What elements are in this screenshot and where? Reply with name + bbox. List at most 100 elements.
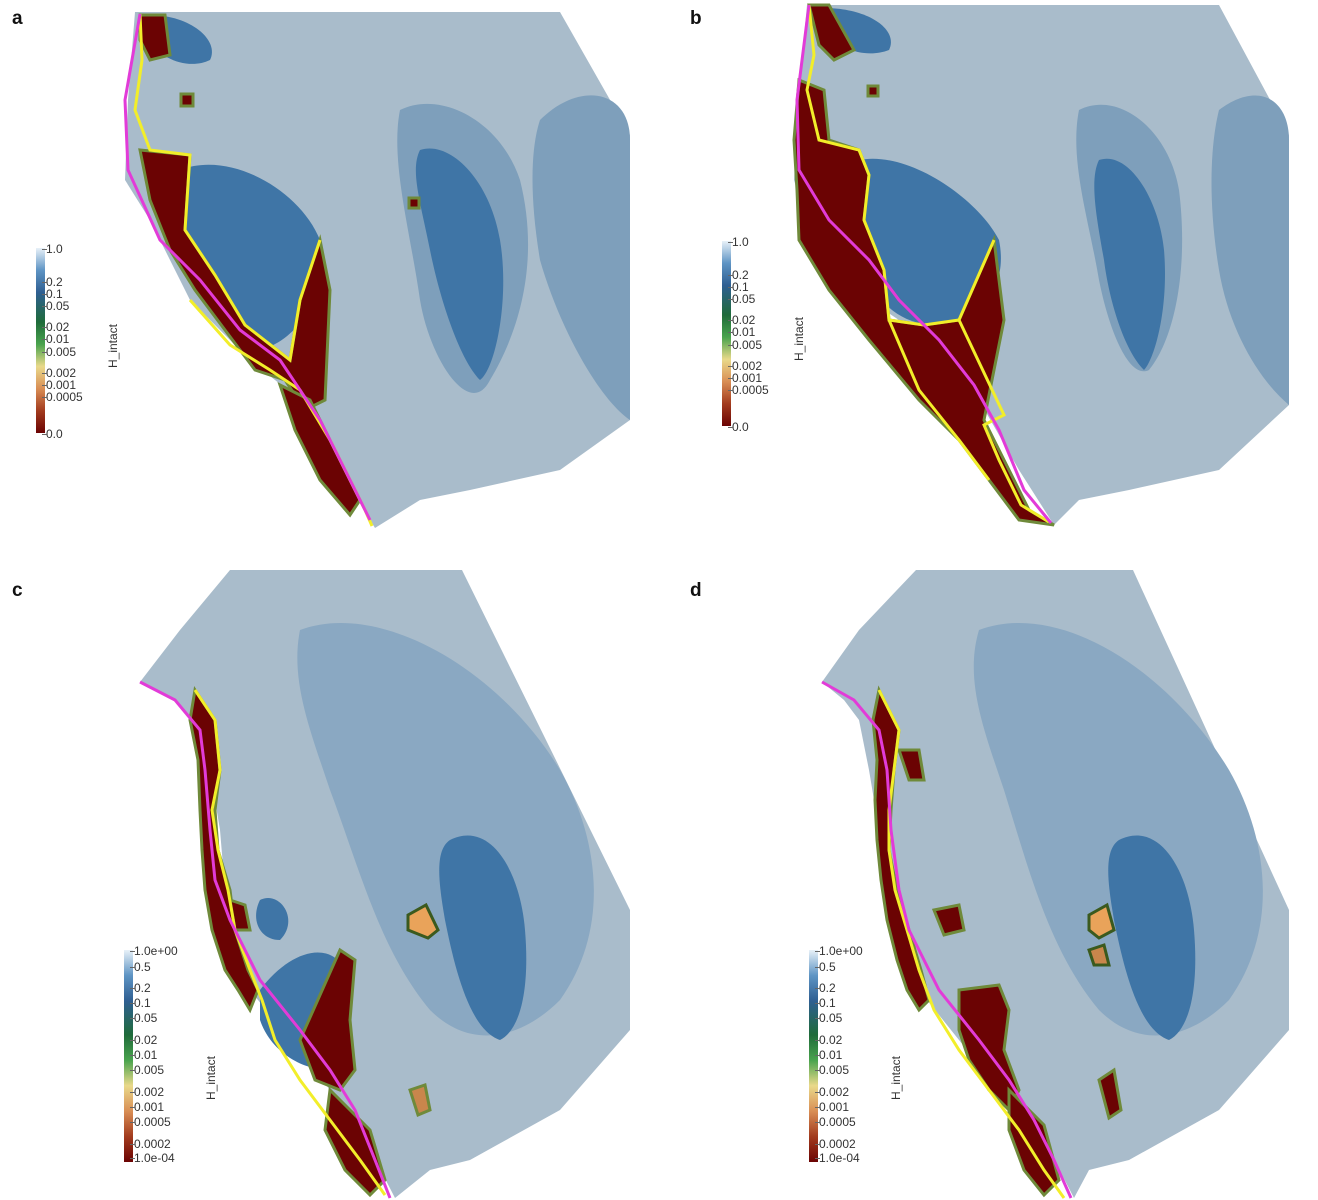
colorbar-tick: 0.001	[129, 1100, 165, 1114]
colorbar-tick: 0.01	[814, 1048, 843, 1062]
colorbar-tick: 1.0	[42, 242, 63, 256]
colorbar-tick: 0.0	[728, 420, 749, 434]
dark-blue-zone	[1094, 158, 1165, 370]
map-plot	[821, 570, 1289, 1199]
colorbar-tick: 0.5	[130, 960, 151, 974]
colorbar-tick: 0.02	[129, 1033, 158, 1047]
intact-region	[807, 3, 857, 62]
dark-blue-zone	[256, 898, 289, 940]
mid-blue-zone	[532, 95, 630, 420]
mid-blue-zone	[1211, 95, 1289, 406]
dark-blue-zone	[853, 158, 1001, 325]
colorbar-title: H_intact	[106, 323, 120, 368]
map-plot	[792, 3, 1289, 527]
colorbar-tick: 0.0005	[130, 1115, 171, 1129]
colorbar-tick: 0.001	[814, 1100, 850, 1114]
panel-label: a	[12, 8, 23, 29]
colorbar-tick: 1.0e+00	[815, 944, 863, 958]
intact-region	[1097, 1067, 1123, 1121]
colorbar-tick: 0.002	[41, 366, 77, 380]
colorbar-tick: 0.005	[41, 345, 77, 359]
colorbar-tick: 0.2	[42, 275, 63, 289]
intact-region	[931, 903, 966, 937]
colorbar-tick: 0.002	[129, 1085, 165, 1099]
colorbar-tick: 0.2	[815, 981, 836, 995]
colorbar-tick: 0.0002	[815, 1137, 856, 1151]
domain-region	[794, 5, 1289, 525]
colorbar-tick: 0.0	[42, 427, 63, 441]
panel-label: d	[690, 580, 702, 601]
intact-region	[1087, 943, 1111, 967]
colorbar-tick: 1.0e-04	[130, 1151, 175, 1165]
dark-blue-zone	[415, 148, 504, 380]
colorbar-tick: 0.5	[815, 960, 836, 974]
intact-spot	[866, 84, 880, 98]
intact-region	[277, 382, 362, 518]
colorbar-tick: 0.005	[129, 1063, 165, 1077]
dark-blue-zone	[1108, 835, 1196, 1040]
intact-region	[1087, 902, 1116, 940]
colorbar-tick: 0.002	[814, 1085, 850, 1099]
colorbar-tick: 0.2	[728, 268, 749, 282]
intact-region	[408, 1083, 432, 1118]
magenta-boundary	[139, 680, 392, 1199]
colorbar-tick: 0.005	[727, 338, 763, 352]
map-plot	[123, 12, 630, 528]
colorbar-tick: 0.2	[130, 981, 151, 995]
colorbar-title: H_intact	[792, 316, 806, 361]
colorbar-tick: 0.002	[727, 359, 763, 373]
panel-b: b 1.0 0.2 0.1 0.05 0.02 0.01 0.005 0.002…	[659, 0, 1318, 590]
colorbar-tick: 0.005	[814, 1063, 850, 1077]
intact-spot	[407, 196, 421, 210]
colorbar-tick: 0.0005	[728, 383, 769, 397]
colorbar-ramp	[809, 950, 818, 1162]
panel-d: d 1.0e+00 0.5 0.2 0.1 0.05 0.02 0.01 0.0…	[659, 570, 1318, 1200]
colorbar-tick: 0.001	[41, 378, 77, 392]
colorbar-ramp	[36, 248, 45, 433]
colorbar-tick: 0.01	[727, 325, 756, 339]
colorbar-ramp	[124, 950, 133, 1162]
map-plot	[139, 570, 630, 1199]
panel-label: b	[690, 8, 702, 29]
colorbar-tick: 0.0002	[130, 1137, 171, 1151]
colorbar-tick: 0.0005	[815, 1115, 856, 1129]
intact-region	[298, 947, 357, 1092]
intact-spot	[179, 92, 195, 108]
colorbar-tick: 0.1	[130, 996, 151, 1010]
colorbar-tick: 0.001	[727, 371, 763, 385]
colorbar-tick: 1.0e-04	[815, 1151, 860, 1165]
colorbar-tick: 0.01	[41, 332, 70, 346]
panel-label: c	[12, 580, 23, 601]
intact-region	[406, 902, 440, 940]
colorbar-tick: 0.05	[727, 292, 756, 306]
colorbar-tick: 1.0	[728, 235, 749, 249]
colorbar-tick: 1.0e+00	[130, 944, 178, 958]
colorbar: 1.0 0.2 0.1 0.05 0.02 0.01 0.005 0.002 0…	[36, 243, 136, 441]
intact-region	[1007, 1086, 1061, 1198]
colorbar-tick: 0.02	[727, 313, 756, 327]
intact-region	[896, 748, 926, 782]
colorbar-tick: 0.05	[814, 1011, 843, 1025]
dark-blue-zone	[439, 835, 527, 1040]
intact-region	[323, 1086, 387, 1198]
panel-c: c 1.0e+00 0.5 0.2 0.1 0.05 0.02 0.01 0.0…	[0, 570, 659, 1200]
colorbar-ramp	[722, 241, 731, 426]
colorbar: 1.0 0.2 0.1 0.05 0.02 0.01 0.005 0.002 0…	[722, 236, 822, 434]
colorbar-title: H_intact	[889, 1055, 903, 1100]
yellow-boundary	[193, 689, 387, 1196]
intact-region	[188, 686, 260, 1014]
colorbar-tick: 0.02	[41, 320, 70, 334]
colorbar-tick: 0.01	[129, 1048, 158, 1062]
magenta-boundary	[795, 4, 1053, 524]
colorbar-tick: 0.1	[728, 280, 749, 294]
magenta-boundary	[123, 13, 372, 521]
colorbar: 1.0e+00 0.5 0.2 0.1 0.05 0.02 0.01 0.005…	[124, 945, 244, 1190]
yellow-boundary	[877, 689, 1066, 1199]
panel-a: a 1.0 0.2 0.1 0.05 0.02 0.01 0.005 0.002…	[0, 0, 659, 590]
colorbar-tick: 0.1	[815, 996, 836, 1010]
colorbar-tick: 0.05	[129, 1011, 158, 1025]
colorbar-title: H_intact	[204, 1055, 218, 1100]
colorbar-tick: 0.1	[42, 287, 63, 301]
colorbar-tick: 0.02	[814, 1033, 843, 1047]
domain-region	[125, 12, 630, 528]
